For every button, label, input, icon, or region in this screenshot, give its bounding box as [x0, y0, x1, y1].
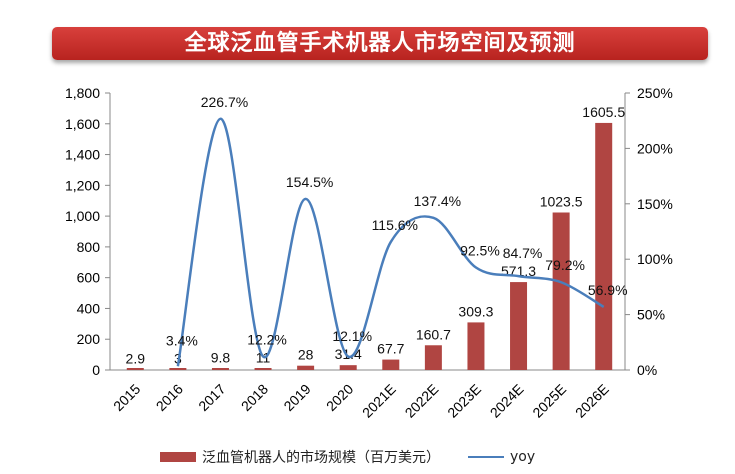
yoy-data-label: 12.1% [332, 328, 372, 344]
y-tick-label: 1,800 [65, 85, 100, 101]
y-tick-label: 600 [77, 270, 101, 286]
x-tick-label: 2018 [238, 381, 271, 414]
y-tick-label: 1,400 [65, 147, 100, 163]
y-tick-label: 200 [77, 331, 101, 347]
yoy-data-label: 226.7% [201, 94, 248, 110]
yoy-data-label: 92.5% [460, 243, 500, 259]
yoy-line [176, 117, 605, 367]
bar [467, 322, 485, 370]
bar [595, 122, 613, 370]
bar [126, 368, 144, 370]
chart-title: 全球泛血管手术机器人市场空间及预测 [52, 27, 708, 60]
bar [424, 345, 442, 370]
bar-data-label: 1023.5 [540, 193, 583, 209]
x-tick-label: 2025E [529, 381, 569, 421]
yoy-data-label: 79.2% [545, 257, 585, 273]
bar [169, 368, 187, 370]
bar-data-label: 9.8 [211, 349, 231, 365]
x-tick-label: 2026E [572, 381, 612, 421]
bar-data-label: 1605.5 [582, 104, 625, 120]
x-tick-label: 2021E [359, 381, 399, 421]
bar-data-label: 28 [298, 347, 314, 363]
y2-tick-label: 100% [637, 251, 673, 267]
yoy-data-label: 154.5% [286, 174, 333, 190]
y-tick-label: 0 [92, 362, 100, 378]
x-tick-label: 2019 [280, 381, 313, 414]
y-tick-label: 1,000 [65, 208, 100, 224]
legend-bar-swatch [160, 452, 196, 462]
bar [297, 365, 315, 370]
yoy-data-label: 56.9% [588, 282, 628, 298]
x-tick-label: 2017 [195, 381, 228, 414]
yoy-data-label: 12.2% [247, 331, 287, 347]
y2-tick-label: 250% [637, 85, 673, 101]
x-tick-label: 2015 [110, 381, 143, 414]
y2-tick-label: 150% [637, 196, 673, 212]
bar [211, 368, 229, 370]
y-tick-label: 400 [77, 300, 101, 316]
y2-tick-label: 200% [637, 140, 673, 156]
bar-data-label: 309.3 [458, 303, 493, 319]
bar-data-label: 67.7 [377, 341, 404, 357]
bar [254, 368, 272, 370]
bar [382, 359, 400, 370]
x-tick-label: 2024E [487, 381, 527, 421]
x-tick-label: 2022E [402, 381, 442, 421]
legend-bar-label: 泛血管机器人的市场规模（百万美元） [202, 450, 440, 466]
yoy-data-label: 84.7% [503, 245, 543, 261]
y2-tick-label: 50% [637, 307, 665, 323]
bar-data-label: 2.9 [126, 351, 146, 367]
legend-line-label: yoy [510, 449, 536, 465]
y-tick-label: 1,200 [65, 177, 100, 193]
legend-line-swatch [468, 456, 504, 458]
x-tick-label: 2016 [153, 381, 186, 414]
bar [552, 212, 570, 370]
bar [510, 282, 528, 370]
y-tick-label: 800 [77, 239, 101, 255]
y2-tick-label: 0% [637, 362, 657, 378]
x-tick-label: 2020 [323, 381, 356, 414]
yoy-data-label: 115.6% [372, 217, 418, 233]
legend: 泛血管机器人的市场规模（百万美元） yoy [160, 447, 535, 467]
y-tick-label: 1,600 [65, 116, 100, 132]
x-tick-label: 2023E [444, 381, 484, 421]
yoy-data-label: 137.4% [414, 193, 461, 209]
bar [339, 365, 357, 370]
yoy-data-label: 3.4% [166, 333, 198, 349]
bar-data-label: 160.7 [416, 326, 451, 342]
